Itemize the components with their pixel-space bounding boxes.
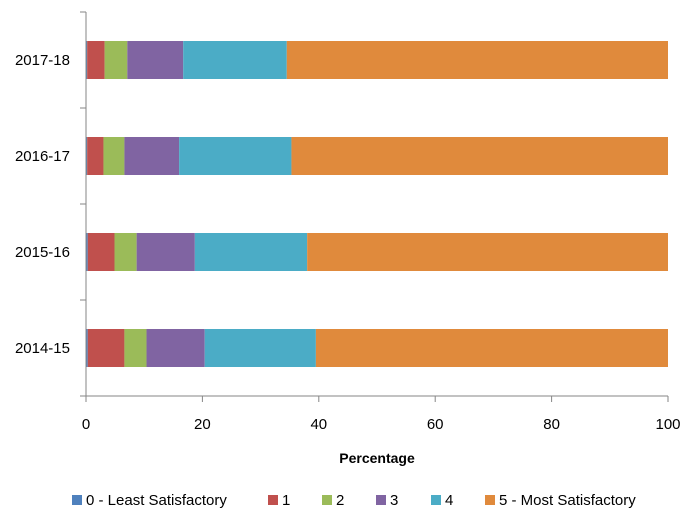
legend-swatch-2 xyxy=(322,495,332,505)
x-tick-label: 40 xyxy=(310,416,327,433)
y-tick-label: 2015-16 xyxy=(15,244,70,261)
legend-swatch-1 xyxy=(268,495,278,505)
bar-2017-18-series-1 xyxy=(87,41,105,79)
legend: 0 - Least Satisfactory 1 2 3 4 5 - Most Satis… xyxy=(72,492,636,509)
axes-group: 2017-18 2016-17 2015-16 2014-15 0 20 40 60 80 100 xyxy=(15,11,681,433)
legend-label-1: 1 xyxy=(282,492,290,509)
legend-swatch-4 xyxy=(431,495,441,505)
bar-2015-16-series-2 xyxy=(114,233,137,271)
y-tick-label: 2017-18 xyxy=(15,52,70,69)
bar-2016-17-series-3 xyxy=(124,137,180,175)
bar-2017-18-series-3 xyxy=(127,41,184,79)
bar-2017-18-series-4 xyxy=(183,41,287,79)
x-tick-label: 0 xyxy=(82,416,90,433)
x-tick-label: 20 xyxy=(194,416,211,433)
x-tick-label: 80 xyxy=(543,416,560,433)
bar-2015-16-series-3 xyxy=(136,233,195,271)
bar-2014-15-series-1 xyxy=(87,329,125,367)
legend-label-5: 5 - Most Satisfactory xyxy=(499,492,636,509)
bar-2017-18-series-0 xyxy=(86,41,88,79)
y-tick-label: 2014-15 xyxy=(15,340,70,357)
bar-2014-15-series-2 xyxy=(124,329,147,367)
bar-2017-18-series-2 xyxy=(104,41,128,79)
bar-2016-17-series-5 xyxy=(291,137,668,175)
bar-2016-17-series-0 xyxy=(86,137,88,175)
y-tick-label: 2016-17 xyxy=(15,148,70,165)
x-axis-title: Percentage xyxy=(339,450,415,466)
bar-2014-15-series-3 xyxy=(146,329,205,367)
legend-label-2: 2 xyxy=(336,492,344,509)
bar-2017-18-series-5 xyxy=(286,41,668,79)
bar-2016-17-series-1 xyxy=(87,137,104,175)
legend-label-0: 0 - Least Satisfactory xyxy=(86,492,227,509)
bar-2016-17-series-2 xyxy=(103,137,125,175)
bar-2015-16-series-1 xyxy=(87,233,115,271)
bar-2016-17-series-4 xyxy=(179,137,292,175)
bars-group xyxy=(86,41,668,367)
x-tick-label: 100 xyxy=(655,416,680,433)
bar-2015-16-series-4 xyxy=(194,233,308,271)
legend-swatch-0 xyxy=(72,495,82,505)
x-tick-label: 60 xyxy=(427,416,444,433)
bar-2014-15-series-4 xyxy=(204,329,316,367)
legend-swatch-5 xyxy=(485,495,495,505)
bar-2015-16-series-5 xyxy=(307,233,668,271)
legend-label-4: 4 xyxy=(445,492,453,509)
legend-label-3: 3 xyxy=(390,492,398,509)
legend-swatch-3 xyxy=(376,495,386,505)
bar-2014-15-series-0 xyxy=(86,329,88,367)
bar-2014-15-series-5 xyxy=(315,329,668,367)
bar-2015-16-series-0 xyxy=(86,233,88,271)
